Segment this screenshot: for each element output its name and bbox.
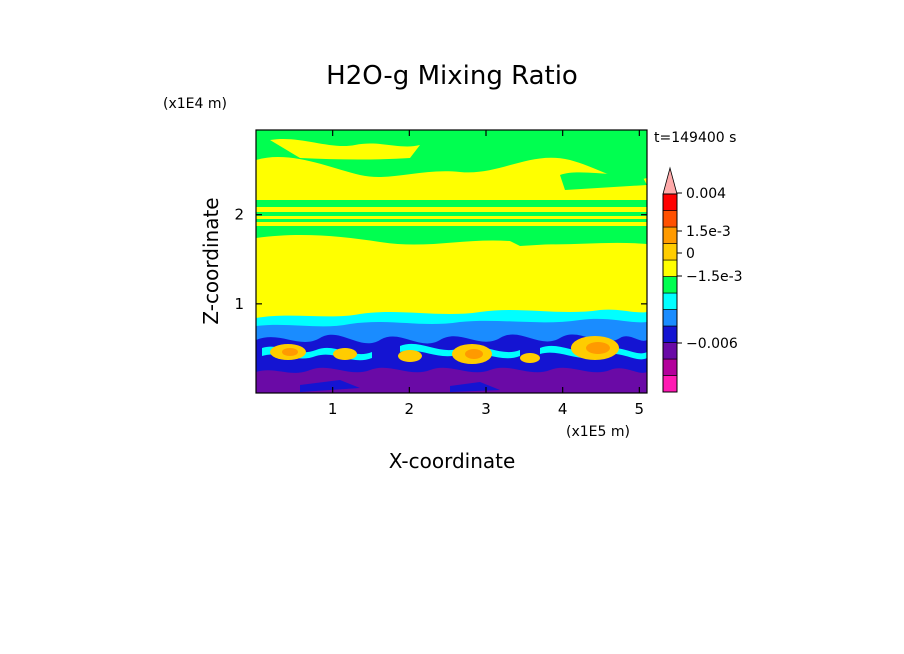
colorbar-segment	[662, 226, 678, 244]
axis-ticks: 1 2 3 4 5 1 2	[234, 130, 647, 418]
y-tick-label: 1	[234, 295, 244, 313]
heatmap-field	[256, 130, 647, 393]
x-scale-label: (x1E5 m)	[566, 424, 630, 440]
plot-frame	[255, 129, 648, 394]
x-tick-label: 1	[328, 400, 338, 418]
colorbar: 0.004 1.5e-3 0 −1.5e-3 −0.006	[662, 166, 743, 393]
colorbar-segment	[662, 243, 678, 261]
x-axis-label: X-coordinate	[389, 449, 516, 473]
colorbar-segment	[662, 259, 678, 277]
colorbar-label: −0.006	[686, 336, 738, 352]
colorbar-segment	[662, 309, 678, 327]
colorbar-extend-triangle	[662, 166, 678, 195]
colorbar-segment	[662, 292, 678, 310]
colorbar-label: −1.5e-3	[686, 269, 743, 285]
colorbar-segment	[662, 276, 678, 294]
x-tick-label: 4	[558, 400, 568, 418]
colorbar-label: 1.5e-3	[686, 224, 731, 240]
colorbar-segment	[662, 193, 678, 211]
colorbar-label: 0.004	[686, 186, 726, 202]
colorbar-segment	[662, 358, 678, 376]
colorbar-segment	[662, 375, 678, 393]
x-tick-label: 5	[635, 400, 645, 418]
chart-title: H2O-g Mixing Ratio	[326, 61, 578, 91]
colorbar-segment	[662, 210, 678, 228]
y-tick-label: 2	[234, 206, 244, 224]
y-scale-label: (x1E4 m)	[163, 96, 227, 112]
x-tick-label: 3	[481, 400, 491, 418]
colorbar-label: 0	[686, 246, 695, 262]
colorbar-segment	[662, 342, 678, 360]
y-axis-label: Z-coordinate	[199, 197, 223, 324]
x-tick-label: 2	[405, 400, 415, 418]
time-label: t=149400 s	[654, 130, 736, 146]
colorbar-frame	[662, 193, 678, 393]
colorbar-segment	[662, 325, 678, 343]
